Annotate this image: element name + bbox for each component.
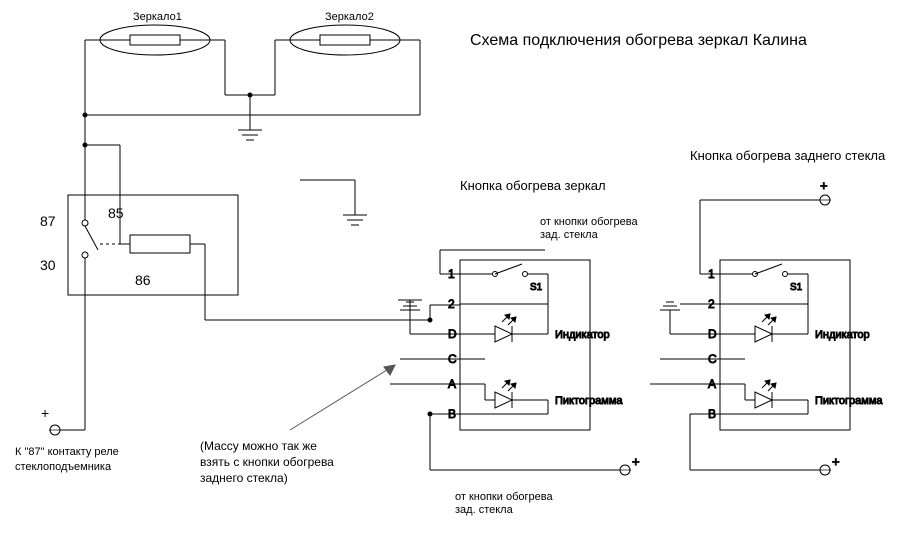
relay-85: 85	[108, 205, 124, 221]
mass-note-3: заднего стекла)	[200, 471, 288, 485]
btn-mirrors-title: Кнопка обогрева зеркал	[460, 178, 606, 193]
mirror1-label: Зеркало1	[133, 11, 182, 23]
svg-text:2: 2	[448, 297, 455, 311]
svg-text:+: +	[820, 178, 828, 193]
btn-mirrors-note2: зад. стекла	[540, 229, 599, 241]
svg-text:S1: S1	[530, 282, 543, 293]
btn-mirrors-bottom1: от кнопки обогрева	[455, 491, 553, 503]
gnd-mid	[300, 180, 367, 225]
btn-mirrors-bottom2: зад. стекла	[455, 504, 514, 516]
wiring-diagram: Схема подключения обогрева зеркал Калина…	[0, 0, 910, 542]
gnd-d-rear	[660, 302, 680, 334]
svg-text:Пиктограмма: Пиктограмма	[815, 395, 883, 407]
relay-30: 30	[40, 257, 56, 273]
relay-86: 86	[135, 272, 151, 288]
btn-rear-title: Кнопка обогрева заднего стекла	[690, 148, 886, 163]
relay-85-wire	[83, 143, 120, 200]
relay-87: 87	[40, 213, 56, 229]
mass-note-2: взять с кнопки обогрева	[200, 455, 334, 469]
mirror1-symbol	[100, 25, 210, 55]
svg-text:+: +	[632, 454, 640, 469]
relay-86-wire	[205, 290, 460, 320]
note-87-l1: К "87" контакту реле	[15, 446, 119, 458]
plus-30: +	[41, 405, 49, 421]
relay-30-wire	[49, 295, 85, 435]
svg-text:S1: S1	[790, 282, 803, 293]
note-87-l2: стеклоподъемника	[15, 461, 112, 473]
mirror2-symbol	[290, 25, 400, 55]
svg-text:Индикатор: Индикатор	[815, 329, 870, 341]
btn-mirrors-note1: от кнопки обогрева	[540, 216, 638, 228]
svg-text:+: +	[832, 454, 840, 469]
diagram-title: Схема подключения обогрева зеркал Калина	[470, 32, 807, 49]
switch-rear: 1 2 D C A B S1 Индикатор	[708, 260, 883, 430]
relay	[68, 195, 238, 295]
mirror2-label: Зеркало2	[325, 11, 374, 23]
svg-text:Индикатор: Индикатор	[555, 329, 610, 341]
svg-text:Пиктограмма: Пиктограмма	[555, 395, 623, 407]
top-bus	[83, 40, 420, 145]
mass-note-1: (Массу можно так же	[200, 439, 317, 453]
switch-mirrors: 1 2 D C A B S1	[448, 260, 623, 430]
mass-arrow	[290, 365, 395, 430]
